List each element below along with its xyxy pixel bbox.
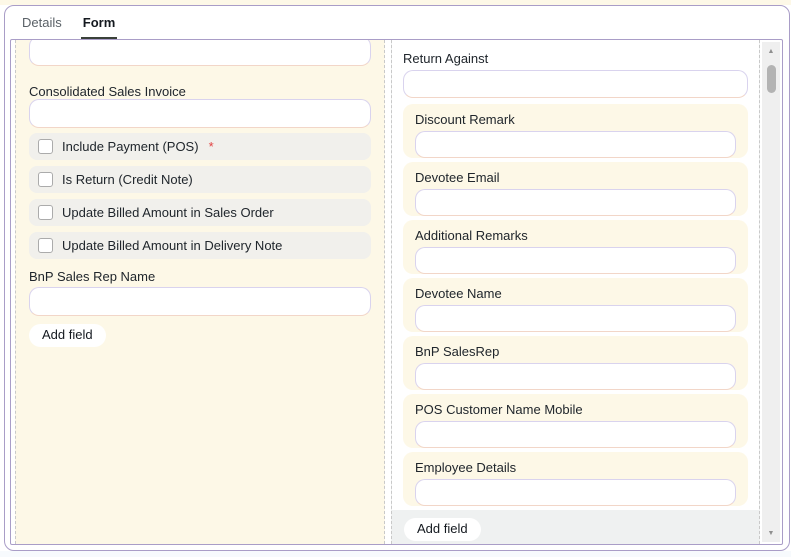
add-field-button-right[interactable]: Add field [404,518,481,541]
discount-remark-input[interactable] [415,131,736,158]
devotee-name-input[interactable] [415,305,736,332]
scroll-down-icon: ▼ [767,529,775,537]
right-column: Return Against Discount Remark Devotee E… [391,40,760,544]
checkbox-field-include-payment-pos[interactable]: Include Payment (POS) * [29,133,371,160]
return-against-input[interactable] [403,70,748,98]
pos-customer-name-mobile-input[interactable] [415,421,736,448]
consolidated-sales-invoice-input[interactable] [29,99,371,128]
tab-form[interactable]: Form [80,7,118,39]
checkbox-field-update-billed-amount-sales-order[interactable]: Update Billed Amount in Sales Order [29,199,371,226]
add-field-button-left[interactable]: Add field [29,324,106,347]
employee-details-input[interactable] [415,479,736,506]
scroll-up-button[interactable]: ▲ [762,44,780,58]
checkbox[interactable] [38,172,53,187]
field-label-bnp-sales-rep-name: BnP Sales Rep Name [29,269,156,284]
checkbox-field-update-billed-amount-delivery-note[interactable]: Update Billed Amount in Delivery Note [29,232,371,259]
field-block-pos-customer-name-mobile[interactable]: POS Customer Name Mobile [403,394,748,448]
scroll-down-button[interactable]: ▼ [762,526,780,540]
checkbox[interactable] [38,238,53,253]
page-background-bottom [0,551,791,557]
scroll-thumb[interactable] [767,65,776,93]
left-column: Consolidated Sales Invoice Include Payme… [15,40,385,544]
field-block-employee-details[interactable]: Employee Details [403,452,748,506]
field-block-bnp-salesrep[interactable]: BnP SalesRep [403,336,748,390]
field-block-return-against[interactable]: Return Against [403,40,748,98]
scrollbar[interactable]: ▲ ▼ [762,42,780,542]
right-column-fields-section: Return Against Discount Remark Devotee E… [392,40,759,510]
scroll-up-icon: ▲ [767,47,775,55]
form-builder-panel: Details Form Consolidated Sales Invoice … [4,5,790,551]
checkbox-field-is-return-credit-note[interactable]: Is Return (Credit Note) [29,166,371,193]
required-asterisk: * [208,139,214,154]
devotee-email-input[interactable] [415,189,736,216]
page-background-top [0,0,791,5]
field-block-devotee-name[interactable]: Devotee Name [403,278,748,332]
bnp-salesrep-input[interactable] [415,363,736,390]
checkbox[interactable] [38,205,53,220]
additional-remarks-input[interactable] [415,247,736,274]
checkbox[interactable] [38,139,53,154]
tab-details[interactable]: Details [22,15,62,30]
tab-bar: Details Form [6,6,118,39]
bnp-sales-rep-name-input[interactable] [29,287,371,316]
partial-field-input[interactable] [29,40,371,66]
form-canvas: Consolidated Sales Invoice Include Payme… [10,39,783,545]
field-label-consolidated-sales-invoice: Consolidated Sales Invoice [29,84,186,99]
field-block-discount-remark[interactable]: Discount Remark [403,104,748,158]
field-block-additional-remarks[interactable]: Additional Remarks [403,220,748,274]
field-block-devotee-email[interactable]: Devotee Email [403,162,748,216]
